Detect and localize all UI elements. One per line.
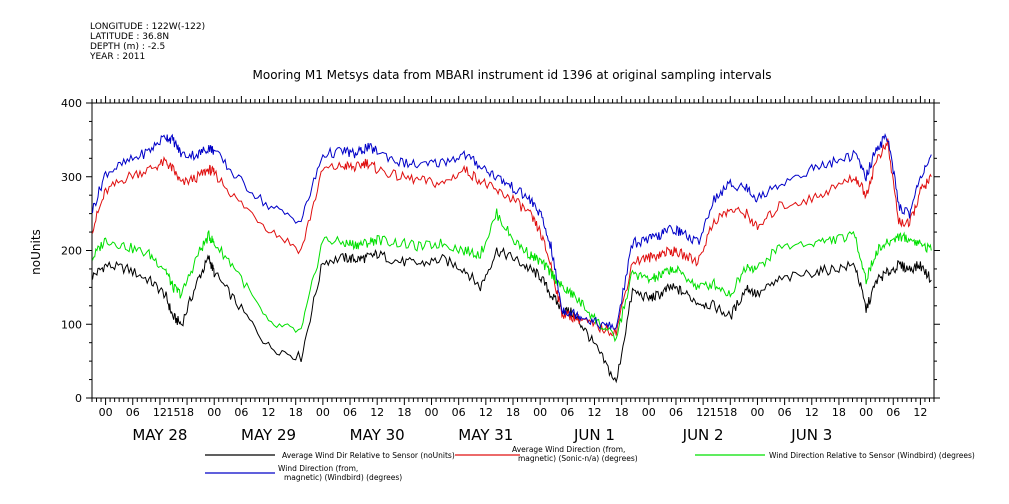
x-hour-label: 18 <box>615 406 629 419</box>
x-day-label: JUN 2 <box>682 426 724 444</box>
x-hour-label: 06 <box>343 406 357 419</box>
x-hour-label: 06 <box>669 406 683 419</box>
legend-label-1: Average Wind Dir Relative to Sensor (noU… <box>282 451 455 460</box>
x-hour-label: 06 <box>886 406 900 419</box>
x-hour-label: 12 <box>370 406 384 419</box>
x-day-label: JUN 3 <box>790 426 832 444</box>
x-hour-label: 00 <box>750 406 764 419</box>
x-day-label: MAY 31 <box>458 426 513 444</box>
series-line-4 <box>92 133 932 331</box>
year-label: YEAR : 2011 <box>90 52 146 62</box>
x-hour-label: 00 <box>859 406 873 419</box>
x-hour-label: 00 <box>316 406 330 419</box>
y-tick-label: 0 <box>75 392 82 405</box>
depth-label: DEPTH (m) : -2.5 <box>90 42 166 52</box>
series-line-3 <box>92 208 932 343</box>
series-line-1 <box>92 246 932 384</box>
x-hour-label: 00 <box>533 406 547 419</box>
longitude-label: LONGITUDE : 122W(-122) <box>90 22 206 32</box>
x-hour-label: 15 <box>710 406 724 419</box>
x-hour-label: 18 <box>397 406 411 419</box>
x-hour-label: 18 <box>180 406 194 419</box>
y-tick-label: 400 <box>61 97 82 110</box>
x-hour-label: 00 <box>425 406 439 419</box>
plot-frame <box>91 102 935 399</box>
metadata-block: LONGITUDE : 122W(-122) LATITUDE : 36.8N … <box>90 22 205 62</box>
legend: Average Wind Dir Relative to Sensor (noU… <box>205 445 975 482</box>
x-hour-label: 12 <box>587 406 601 419</box>
x-hour-label: 15 <box>166 406 180 419</box>
legend-label-2: magnetic) (Sonic-n/a) (degrees) <box>518 454 638 463</box>
legend-label-4: Wind Direction (from, <box>278 464 358 473</box>
x-hour-label: 00 <box>99 406 113 419</box>
x-hour-label: 00 <box>207 406 221 419</box>
x-day-label: MAY 28 <box>132 426 187 444</box>
y-tick-label: 200 <box>61 245 82 258</box>
x-hour-label: 18 <box>506 406 520 419</box>
x-day-label: MAY 30 <box>350 426 405 444</box>
legend-label-2: Average Wind Direction (from, <box>512 445 625 454</box>
x-hour-label: 06 <box>452 406 466 419</box>
x-hour-label: 18 <box>289 406 303 419</box>
x-hour-label: 06 <box>778 406 792 419</box>
x-day-label: MAY 29 <box>241 426 296 444</box>
x-hour-label: 06 <box>560 406 574 419</box>
y-tick-label: 100 <box>61 318 82 331</box>
chart-title: Mooring M1 Metsys data from MBARI instru… <box>253 68 772 82</box>
x-hour-label: 12 <box>479 406 493 419</box>
x-day-label: JUN 1 <box>573 426 615 444</box>
x-hour-label: 12 <box>913 406 927 419</box>
x-hour-label: 06 <box>126 406 140 419</box>
latitude-label: LATITUDE : 36.8N <box>90 32 170 42</box>
x-hour-label: 18 <box>832 406 846 419</box>
legend-label-4: magnetic) (Windbird) (degrees) <box>284 473 402 482</box>
x-hour-label: 12 <box>262 406 276 419</box>
legend-label-3: Wind Direction Relative to Sensor (Windb… <box>769 451 975 460</box>
x-hour-label: 06 <box>234 406 248 419</box>
series-line-2 <box>92 138 932 337</box>
x-hour-label: 12 <box>696 406 710 419</box>
x-hour-label: 12 <box>805 406 819 419</box>
x-hour-label: 18 <box>723 406 737 419</box>
x-hour-label: 12 <box>153 406 167 419</box>
x-hour-label: 00 <box>642 406 656 419</box>
y-tick-label: 300 <box>61 171 82 184</box>
y-axis-label: noUnits <box>29 229 43 275</box>
